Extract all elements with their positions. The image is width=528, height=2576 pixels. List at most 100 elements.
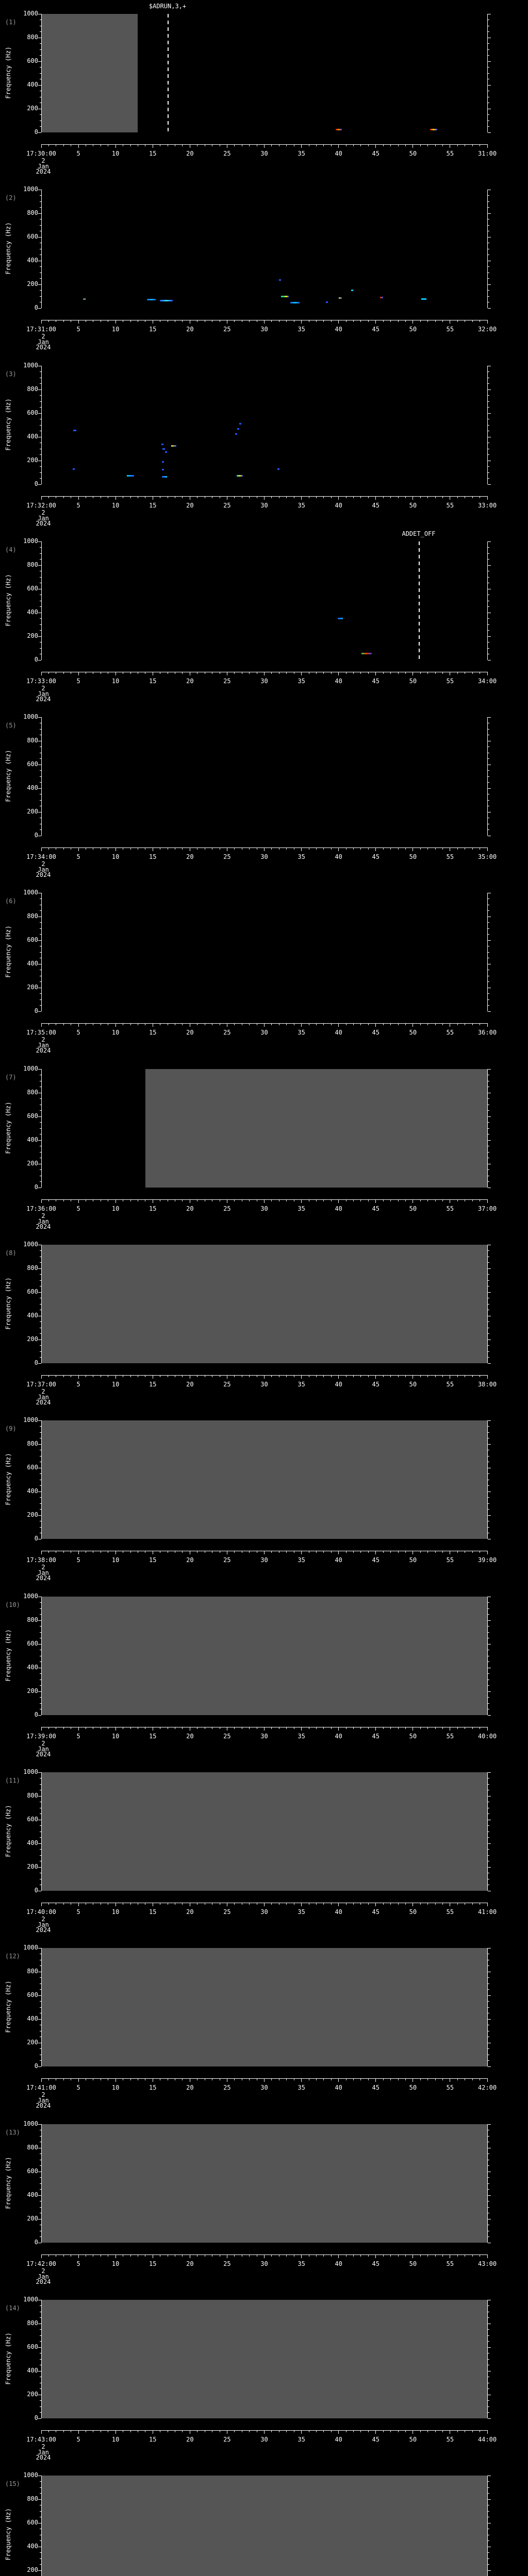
- y-tick: [40, 1357, 41, 1358]
- x-tick-label: 10: [111, 502, 120, 509]
- y-tick: [38, 2195, 41, 2196]
- y-tick: [488, 31, 489, 32]
- y-axis-title: Frequency (Hz): [5, 2508, 12, 2561]
- x-tick: [301, 2431, 302, 2434]
- x-tick-label: 45: [372, 1733, 380, 1740]
- y-tick: [38, 1011, 41, 1012]
- x-tick: [78, 848, 79, 851]
- y-tick: [488, 1772, 491, 1773]
- right-axis-line: [487, 14, 488, 132]
- x-tick: [405, 2431, 406, 2432]
- x-tick-label: 45: [372, 1205, 380, 1212]
- x-tick: [301, 2079, 302, 2082]
- y-tick: [40, 1250, 41, 1251]
- y-axis-title: Frequency (Hz): [5, 222, 12, 275]
- x-tick-label: 30: [260, 502, 268, 509]
- y-tick: [40, 577, 41, 578]
- y-tick-label: 200: [27, 2391, 38, 2398]
- x-tick: [398, 848, 399, 850]
- x-tick: [405, 1727, 406, 1729]
- y-tick-label: 0: [34, 480, 38, 487]
- y-tick: [40, 207, 41, 208]
- x-tick: [316, 1727, 317, 1729]
- y-tick: [488, 84, 491, 86]
- x-tick: [368, 848, 369, 850]
- x-tick: [78, 1200, 79, 1203]
- y-tick: [38, 1069, 41, 1070]
- y-tick: [488, 2499, 491, 2500]
- x-tick-label: 15: [149, 1205, 157, 1212]
- x-tick: [457, 672, 458, 674]
- x-tick: [130, 2255, 131, 2257]
- y-tick: [488, 2558, 489, 2559]
- y-tick: [488, 2347, 491, 2348]
- y-tick-label: 0: [34, 2239, 38, 2246]
- y-tick: [488, 308, 491, 309]
- x-tick: [383, 145, 384, 146]
- x-tick-label: 55: [446, 1556, 454, 1564]
- signal-blip: [279, 279, 281, 281]
- y-tick: [40, 928, 41, 929]
- x-tick: [338, 320, 339, 324]
- date-line: 2024: [36, 1574, 51, 1582]
- x-tick-label: 55: [446, 853, 454, 860]
- x-tick: [427, 2431, 428, 2432]
- y-tick-label: 800: [27, 2319, 38, 2327]
- x-tick: [234, 2255, 235, 2257]
- x-axis-line: [41, 2078, 488, 2079]
- x-tick: [338, 1376, 339, 1379]
- spectrogram-panel: (6) Frequency (Hz) 0 200 400 600 800 1000 17:35:…: [0, 879, 528, 1055]
- x-tick: [383, 1551, 384, 1553]
- x-tick: [412, 1024, 414, 1027]
- x-tick-label: 25: [223, 2084, 231, 2091]
- x-tick-label: 35: [298, 677, 305, 685]
- y-tick: [488, 1867, 491, 1868]
- y-tick: [488, 940, 491, 941]
- y-tick: [38, 1140, 41, 1141]
- end-time-label: 32:00: [477, 326, 497, 333]
- y-tick-label: 800: [27, 561, 38, 568]
- x-tick-label: 25: [223, 1556, 231, 1564]
- x-tick-label: 40: [335, 853, 342, 860]
- x-tick: [48, 672, 49, 674]
- y-tick: [488, 728, 489, 730]
- x-tick: [182, 1727, 183, 1729]
- x-tick: [472, 2431, 473, 2432]
- date-line: Jan: [38, 1393, 49, 1401]
- x-tick: [264, 1551, 265, 1554]
- x-tick-label: 15: [149, 677, 157, 685]
- x-tick: [390, 145, 391, 146]
- y-tick: [488, 2493, 489, 2494]
- spectrogram-plot: [41, 717, 487, 836]
- spectrogram-plot: [41, 1948, 487, 2066]
- y-tick-label: 1000: [23, 2296, 38, 2303]
- x-tick-label: 55: [446, 677, 454, 685]
- y-tick: [488, 466, 489, 467]
- x-tick: [48, 2431, 49, 2432]
- y-tick: [488, 776, 489, 777]
- x-tick: [331, 2431, 332, 2432]
- date-line: 2: [41, 1564, 45, 1571]
- x-tick: [48, 1200, 49, 1201]
- x-tick: [286, 848, 287, 850]
- x-tick: [63, 848, 64, 850]
- x-tick: [353, 672, 354, 674]
- y-tick-label: 600: [27, 1288, 38, 1295]
- y-tick: [38, 1691, 41, 1692]
- start-time-label: 17:37:00: [26, 1381, 56, 1388]
- y-tick-label: 600: [27, 1464, 38, 1471]
- y-tick: [40, 1697, 41, 1698]
- x-tick: [435, 1200, 436, 1201]
- panel-number-label: (1): [5, 19, 16, 26]
- x-tick: [427, 1024, 428, 1025]
- x-tick: [271, 1200, 272, 1201]
- signal-blip: [277, 468, 279, 470]
- y-tick: [488, 2418, 491, 2419]
- x-tick: [457, 2255, 458, 2257]
- x-tick: [360, 1024, 361, 1025]
- y-axis-title: Frequency (Hz): [5, 574, 12, 626]
- x-tick: [323, 1024, 324, 1025]
- y-tick: [40, 728, 41, 730]
- x-tick: [375, 2255, 376, 2258]
- x-tick: [63, 1903, 64, 1905]
